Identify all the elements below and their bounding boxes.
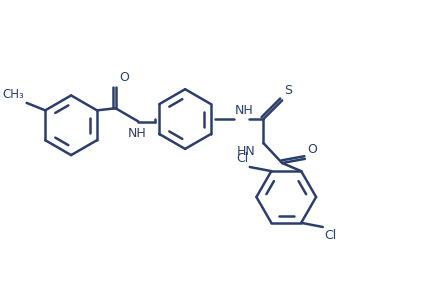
Text: NH: NH	[128, 127, 147, 140]
Text: CH₃: CH₃	[3, 88, 24, 101]
Text: S: S	[284, 84, 293, 97]
Text: Cl: Cl	[236, 152, 248, 165]
Text: O: O	[119, 71, 129, 84]
Text: HN: HN	[236, 145, 255, 158]
Text: NH: NH	[234, 105, 253, 117]
Text: O: O	[308, 143, 317, 156]
Text: Cl: Cl	[324, 229, 337, 242]
